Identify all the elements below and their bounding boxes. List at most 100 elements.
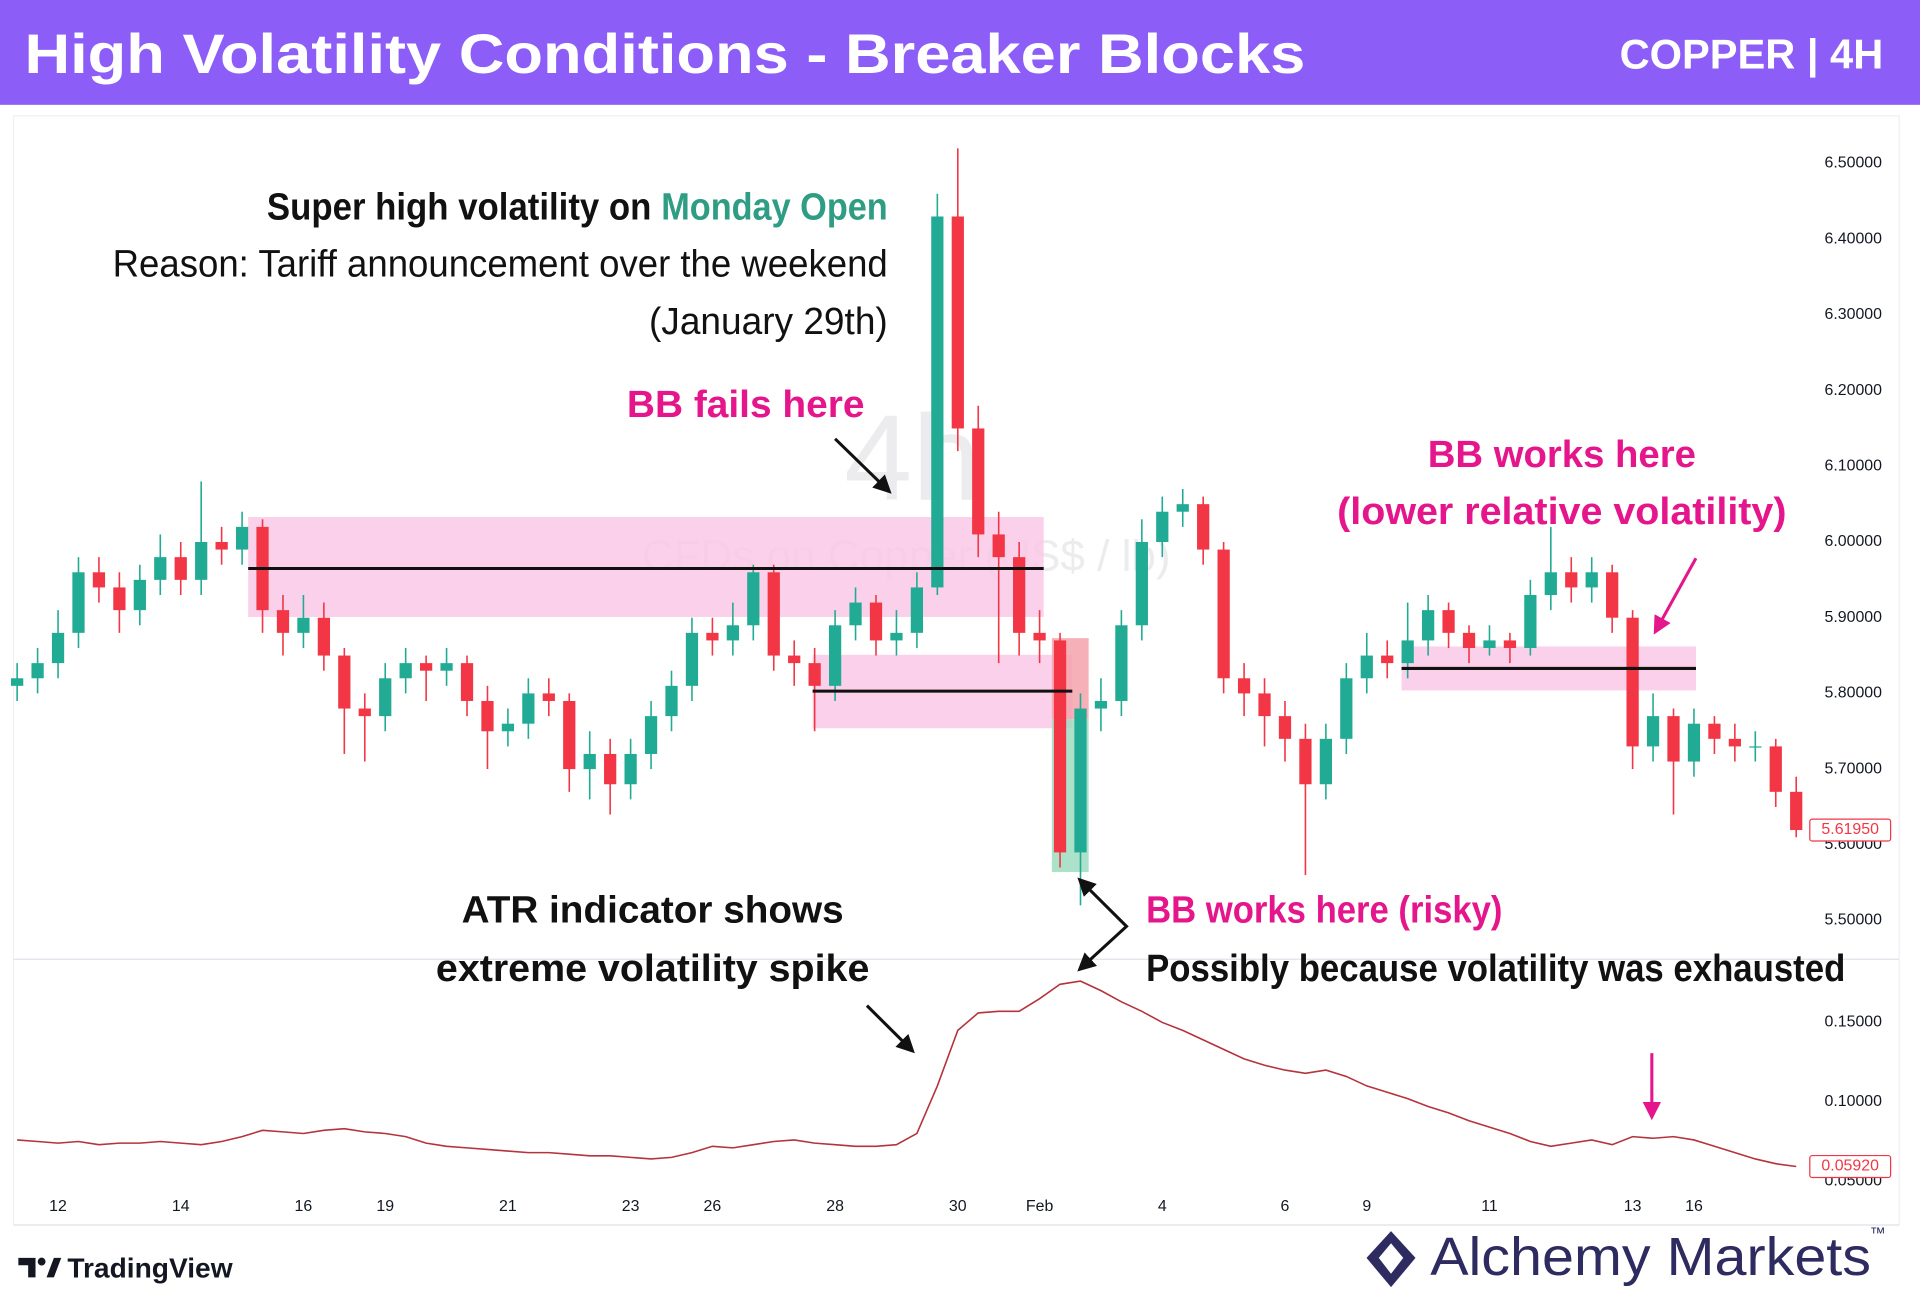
candle-body <box>1299 738 1312 785</box>
x-tick-label: 16 <box>295 1198 313 1215</box>
y-tick-label: 6.10000 <box>1824 458 1882 475</box>
annotation: ATR indicator shows <box>462 890 844 932</box>
candle-body <box>1197 504 1210 550</box>
annotation: (January 29th) <box>649 301 888 343</box>
annotation: extreme volatility spike <box>436 948 869 990</box>
annotation: BB works here (risky) <box>1146 890 1502 932</box>
candle-body <box>1156 511 1169 543</box>
annotation: Possibly because volatility was exhauste… <box>1146 948 1845 990</box>
x-tick-label: Feb <box>1026 1198 1054 1215</box>
annotation: Super high volatility on <box>267 186 651 228</box>
candle-body <box>992 534 1005 558</box>
candle-body <box>1646 716 1660 747</box>
candle-body <box>1217 549 1230 679</box>
candle-body <box>1606 572 1619 618</box>
candle-body <box>542 693 555 701</box>
candle-body <box>1258 693 1271 717</box>
candle-body <box>481 700 494 732</box>
y-tick-label: 6.30000 <box>1824 306 1882 323</box>
candle-body <box>92 572 106 588</box>
candle-body <box>910 587 924 633</box>
badge: COPPER | 4H <box>1620 30 1884 77</box>
candle-body <box>420 663 433 671</box>
annotation: BB fails here <box>627 384 865 426</box>
candle-body <box>1115 625 1128 701</box>
x-tick-label: 4 <box>1158 1198 1167 1215</box>
candle-body <box>358 708 371 717</box>
trademark: ™ <box>1870 1225 1886 1242</box>
candle-body <box>1462 632 1476 648</box>
candle-body <box>890 632 903 641</box>
candle-body <box>931 216 944 588</box>
annotation: (lower relative volatility) <box>1337 491 1786 533</box>
candle-body <box>1360 655 1373 679</box>
x-tick-label: 26 <box>704 1198 722 1215</box>
arrow <box>865 1004 915 1054</box>
candle-body <box>1544 572 1557 595</box>
y-tick-label: 5.90000 <box>1824 609 1882 626</box>
y-tick-label: 6.20000 <box>1824 382 1882 399</box>
x-tick-label: 14 <box>172 1198 190 1215</box>
last-value-box <box>1809 818 1892 842</box>
last-value-box <box>1809 1154 1892 1179</box>
candle-body <box>1278 716 1292 739</box>
arrow <box>834 437 892 494</box>
candle-body <box>1074 708 1087 853</box>
x-tick-label: 6 <box>1281 1198 1290 1215</box>
candle-body <box>31 663 44 679</box>
y-tick-label: 0.10000 <box>1824 1093 1882 1110</box>
candle-body <box>11 678 24 686</box>
candle-body <box>951 216 964 429</box>
last-value-label: 5.61950 <box>1821 821 1879 838</box>
candle-body <box>1790 791 1803 831</box>
x-tick-label: 16 <box>1685 1198 1703 1215</box>
candle-body <box>379 678 392 717</box>
y-tick-label: 6.50000 <box>1824 155 1882 172</box>
candle-body <box>338 655 351 709</box>
candle-body <box>624 753 637 785</box>
candle-body <box>665 685 678 717</box>
y-tick-label: 0.15000 <box>1824 1014 1882 1031</box>
candle-body <box>1422 610 1435 641</box>
tradingview-logo <box>18 1257 62 1278</box>
candle-body <box>1585 572 1598 588</box>
candle-body <box>1687 723 1701 762</box>
candle-body <box>1381 655 1394 664</box>
candle-body <box>747 572 760 626</box>
x-tick-label: 11 <box>1481 1198 1498 1215</box>
candle-body <box>297 617 310 633</box>
candle-body <box>1013 557 1026 633</box>
annotation-highlight: Monday Open <box>661 186 888 228</box>
footer-left: TradingView <box>67 1252 232 1283</box>
candle-body <box>235 526 249 550</box>
y-tick-label: 5.80000 <box>1824 685 1882 702</box>
candle-body <box>972 428 985 535</box>
candle-body <box>1176 504 1189 512</box>
indicator-line <box>17 980 1797 1168</box>
candle-body <box>1442 610 1455 633</box>
y-tick-label: 5.50000 <box>1824 912 1882 929</box>
x-tick-label: 9 <box>1362 1198 1371 1215</box>
candle-body <box>276 610 290 633</box>
candle-body <box>440 663 453 671</box>
candle-body <box>1565 572 1578 588</box>
footer-right: Alchemy Markets <box>1430 1227 1871 1287</box>
x-tick-label: 23 <box>622 1198 640 1215</box>
candle-body <box>460 663 474 701</box>
candle-body <box>685 632 699 686</box>
candle-body <box>869 602 883 641</box>
candle-body <box>1708 723 1721 739</box>
candle-body <box>399 663 412 679</box>
candle-body <box>133 579 146 611</box>
x-tick-label: 12 <box>49 1198 67 1215</box>
candle-body <box>788 655 801 664</box>
arrow <box>1653 557 1698 635</box>
candle-body <box>604 753 617 785</box>
annotation: BB works here <box>1428 434 1696 476</box>
x-tick-label: 30 <box>949 1198 967 1215</box>
candle-body <box>51 632 65 664</box>
candle-body <box>808 663 821 686</box>
candle-body <box>522 693 535 724</box>
candle-body <box>195 542 208 580</box>
